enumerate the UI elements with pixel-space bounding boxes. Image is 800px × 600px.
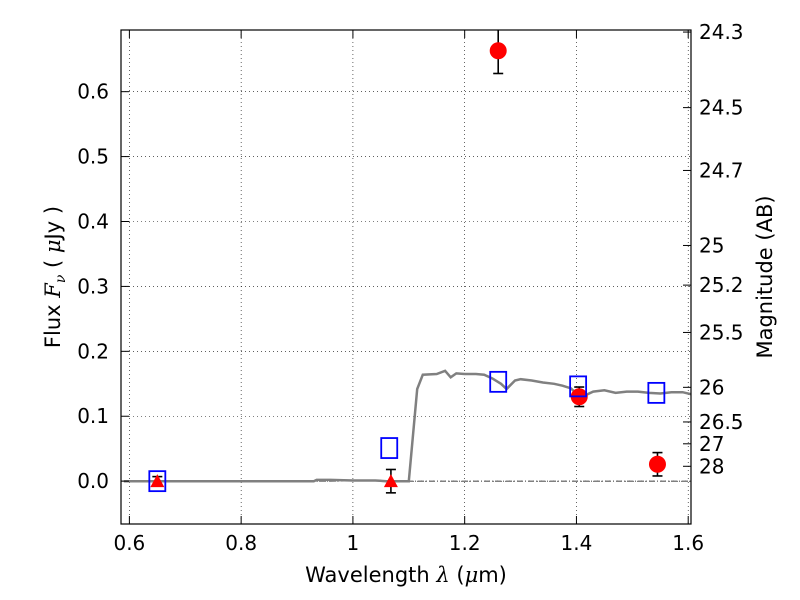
upper-limit-marker <box>150 474 165 488</box>
grid-layer <box>121 30 691 524</box>
plot-frame <box>120 29 692 525</box>
magnitude-tick-label: 24.5 <box>699 96 744 120</box>
y-tick-label: 0.5 <box>77 145 109 169</box>
magnitude-tick-label: 25.5 <box>699 320 744 344</box>
x-tick-label: 1.6 <box>672 531 704 555</box>
y-axis-label-right: Magnitude (AB) <box>753 195 777 358</box>
magnitude-tick-label: 28 <box>699 454 724 478</box>
y-tick-label: 0.2 <box>77 339 109 363</box>
model-photometry-square <box>489 370 508 393</box>
magnitude-tick-label: 24.7 <box>699 158 744 182</box>
data-layer <box>121 30 692 494</box>
magnitude-tick-label: 25 <box>699 233 724 257</box>
observed-flux-point <box>489 42 507 60</box>
magnitude-tick-label: 24.3 <box>699 20 744 44</box>
magnitude-tick-label: 27 <box>699 432 724 456</box>
model-photometry-square <box>569 375 588 398</box>
y-tick-label: 0.4 <box>77 209 109 233</box>
x-tick-label: 1 <box>347 531 360 555</box>
x-tick-label: 0.6 <box>113 531 145 555</box>
magnitude-tick-label: 26 <box>699 375 724 399</box>
y-axis-label: Flux Fν ( μJy ) <box>41 206 69 348</box>
y-tick-label: 0.3 <box>77 274 109 298</box>
model-photometry-square <box>148 470 167 493</box>
x-tick-label: 0.8 <box>225 531 257 555</box>
observed-flux-point <box>648 455 666 473</box>
axis-layer: 0.6 0.8 1 1.2 1.4 1.6 0.0 0.1 0.2 0.3 0.4 0.5 0.6 24.… <box>77 20 743 555</box>
magnitude-tick-label: 26.5 <box>699 410 744 434</box>
model-photometry-square <box>647 381 666 404</box>
y-tick-label: 0.6 <box>77 80 109 104</box>
y-tick-label: 0.1 <box>77 404 109 428</box>
x-tick-label: 1.4 <box>561 531 593 555</box>
x-axis-label: Wavelength λ (μm) <box>305 563 507 587</box>
y-tick-label: 0.0 <box>77 469 109 493</box>
model-spectrum-line <box>123 369 692 483</box>
model-photometry-square <box>380 437 399 459</box>
magnitude-tick-label: 25.2 <box>699 273 744 297</box>
x-tick-label: 1.2 <box>449 531 481 555</box>
upper-limit-marker <box>383 474 398 488</box>
